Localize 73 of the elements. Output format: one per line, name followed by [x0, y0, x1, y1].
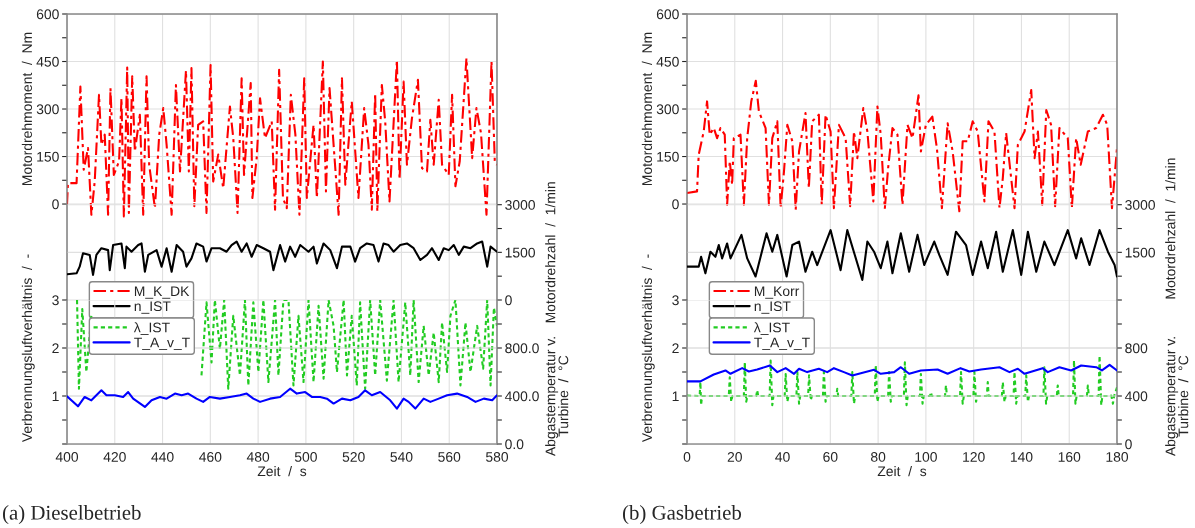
x-tick-label: 140: [1010, 452, 1033, 462]
legend-label: T_A_v_T: [134, 337, 190, 351]
x-tick-label: 20: [727, 452, 742, 462]
y-axis-title: Motordrehmoment / Nm: [21, 32, 32, 186]
y2-tick-label: 400: [1124, 391, 1148, 402]
legend-label: n_IST: [754, 301, 791, 314]
y-tick-label: 600: [656, 9, 679, 20]
line-series: [67, 240, 497, 276]
x-tick-label: 480: [246, 452, 270, 462]
x-tick-label: 520: [342, 452, 365, 462]
legend-label: n_IST: [134, 301, 171, 314]
text: (b) Gasbetrieb: [622, 505, 742, 525]
x-tick-label: 180: [1106, 452, 1129, 462]
y2-tick-label: 1500: [1125, 247, 1155, 258]
legend-label: T_A_v_T: [754, 337, 810, 351]
x-tick-label: 40: [775, 452, 790, 462]
y-tick-label: 300: [656, 104, 679, 115]
x-tick-label: 100: [915, 452, 937, 462]
y2-axis-title: Motordrehzahl / 1/min: [545, 182, 556, 323]
x-tick-label: 500: [294, 452, 317, 462]
y-tick-label: 150: [657, 151, 679, 162]
y-axis-title: Motordrehmoment / Nm: [641, 32, 652, 186]
x-axis-title: Zeit / s: [257, 465, 307, 477]
y2-tick-label: 3000: [505, 200, 535, 210]
legend-label: λ_IST: [133, 322, 170, 335]
x-tick-label: 400: [55, 452, 79, 462]
line-series: [687, 363, 1117, 383]
y2-tick-label: 0: [1125, 439, 1132, 450]
x-tick-label: 160: [1058, 452, 1081, 462]
y2-tick-label: 1500: [505, 247, 535, 258]
y-axis-title: Verbrennungsluftverhältnis / -: [641, 254, 655, 443]
y-tick-label: 2: [672, 343, 679, 354]
y-tick-label: 3: [672, 295, 679, 306]
x-tick-label: 580: [485, 452, 509, 462]
y2-axis-title: Abgastemperatur v. Turbine / °C: [1165, 337, 1189, 457]
y2-tick-label: 800.0: [505, 343, 539, 354]
y2-tick-label: 0.0: [505, 439, 524, 450]
y-tick-label: 2: [52, 343, 59, 354]
line-series: [67, 57, 497, 218]
y-axis-title: Verbrennungsluftverhältnis / -: [21, 254, 35, 443]
y-tick-label: 150: [37, 151, 59, 162]
y2-tick-label: 3000: [1125, 200, 1155, 210]
y2-tick-label: 0: [505, 295, 512, 306]
text: (a) Dieselbetrieb: [2, 505, 141, 525]
y2-axis-title: Abgastemperatur v. Turbine / °C: [545, 337, 569, 457]
legend-label: M_K_DK: [134, 286, 190, 299]
x-tick-label: 80: [870, 452, 886, 462]
x-tick-label: 440: [151, 452, 174, 462]
x-axis-title: Zeit / s: [877, 465, 927, 477]
legend-label: M_Korr: [754, 286, 800, 299]
x-tick-label: 60: [823, 452, 838, 462]
x-tick-label: 460: [199, 452, 222, 462]
y2-tick-label: 800: [1125, 343, 1148, 354]
y2-tick-label: 400.0: [504, 391, 539, 402]
y-tick-label: 0: [52, 199, 59, 210]
y-tick-label: 450: [656, 56, 679, 67]
y2-axis-title: Motordrehzahl / 1/min: [1165, 158, 1176, 299]
x-tick-label: 120: [963, 452, 985, 462]
y-tick-label: 1: [672, 391, 679, 402]
line-series: [67, 387, 497, 410]
x-tick-label: 540: [390, 452, 413, 462]
x-tick-label: 560: [438, 452, 461, 462]
y-tick-label: 600: [36, 9, 59, 20]
x-tick-label: 0: [683, 452, 691, 462]
legend-label: λ_IST: [753, 322, 790, 335]
y-tick-label: 300: [36, 104, 59, 115]
x-tick-label: 420: [103, 452, 126, 462]
y-tick-label: 0: [672, 199, 679, 210]
y-tick-label: 450: [36, 56, 59, 67]
line-series: [687, 229, 1117, 282]
line-series: [687, 79, 1117, 213]
y-tick-label: 1: [52, 391, 59, 402]
y-tick-label: 3: [52, 295, 59, 306]
